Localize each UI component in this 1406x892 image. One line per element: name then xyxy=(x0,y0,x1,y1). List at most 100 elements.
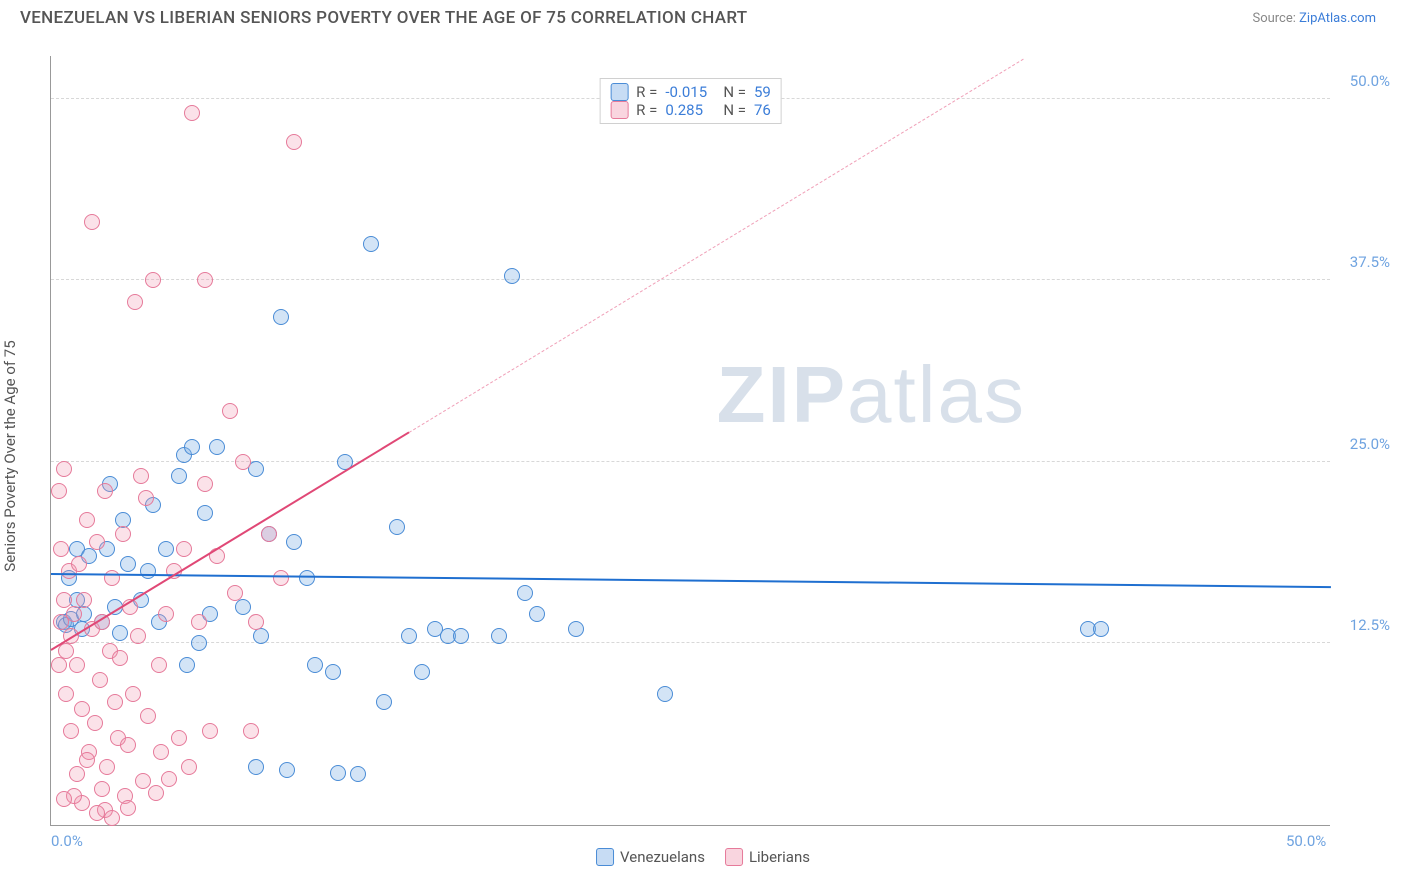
r-label: R = xyxy=(636,83,657,101)
data-point-liberians xyxy=(56,791,72,807)
data-point-venezuelans xyxy=(140,563,156,579)
data-point-liberians xyxy=(79,512,95,528)
data-point-liberians xyxy=(71,556,87,572)
legend-row: R =0.285N =76 xyxy=(610,101,771,119)
data-point-venezuelans xyxy=(414,664,430,680)
data-point-liberians xyxy=(97,483,113,499)
data-point-liberians xyxy=(171,730,187,746)
data-point-liberians xyxy=(120,800,136,816)
data-point-liberians xyxy=(89,805,105,821)
x-tick-label: 50.0% xyxy=(1286,832,1326,850)
data-point-venezuelans xyxy=(184,439,200,455)
data-point-venezuelans xyxy=(529,606,545,622)
data-point-liberians xyxy=(56,592,72,608)
data-point-liberians xyxy=(197,476,213,492)
data-point-venezuelans xyxy=(235,599,251,615)
data-point-liberians xyxy=(104,810,120,826)
data-point-venezuelans xyxy=(363,236,379,252)
n-label: N = xyxy=(723,101,746,119)
data-point-venezuelans xyxy=(325,664,341,680)
data-point-liberians xyxy=(87,715,103,731)
data-point-venezuelans xyxy=(330,765,346,781)
data-point-liberians xyxy=(273,570,289,586)
data-point-liberians xyxy=(92,672,108,688)
y-tick-label: 50.0% xyxy=(1350,72,1390,90)
data-point-venezuelans xyxy=(491,628,507,644)
data-point-liberians xyxy=(130,628,146,644)
data-point-liberians xyxy=(120,737,136,753)
data-point-liberians xyxy=(261,526,277,542)
data-point-liberians xyxy=(243,723,259,739)
source-attribution: Source: ZipAtlas.com xyxy=(1252,11,1376,26)
gridline xyxy=(51,642,1330,643)
plot-region: R =-0.015N =59R =0.285N =76 ZIPatlas 12.… xyxy=(50,56,1330,826)
data-point-venezuelans xyxy=(248,759,264,775)
legend-label: Venezuelans xyxy=(620,848,705,866)
series-legend: Venezuelans Liberians xyxy=(596,848,810,866)
data-point-liberians xyxy=(248,614,264,630)
data-point-venezuelans xyxy=(253,628,269,644)
data-point-liberians xyxy=(148,785,164,801)
data-point-liberians xyxy=(115,526,131,542)
legend-swatch xyxy=(610,83,628,101)
data-point-liberians xyxy=(107,694,123,710)
legend-swatch xyxy=(610,101,628,119)
data-point-liberians xyxy=(84,214,100,230)
data-point-venezuelans xyxy=(112,625,128,641)
data-point-venezuelans xyxy=(299,570,315,586)
data-point-venezuelans xyxy=(453,628,469,644)
data-point-liberians xyxy=(191,614,207,630)
r-value: -0.015 xyxy=(665,83,715,101)
data-point-venezuelans xyxy=(209,439,225,455)
source-link[interactable]: ZipAtlas.com xyxy=(1299,11,1376,26)
y-tick-label: 12.5% xyxy=(1350,616,1390,634)
data-point-liberians xyxy=(63,723,79,739)
data-point-liberians xyxy=(138,490,154,506)
chart-title: VENEZUELAN VS LIBERIAN SENIORS POVERTY O… xyxy=(20,8,747,28)
y-tick-label: 25.0% xyxy=(1350,435,1390,453)
data-point-venezuelans xyxy=(197,505,213,521)
data-point-liberians xyxy=(94,781,110,797)
legend-label: Liberians xyxy=(749,848,810,866)
data-point-liberians xyxy=(104,570,120,586)
data-point-venezuelans xyxy=(657,686,673,702)
data-point-liberians xyxy=(161,771,177,787)
y-axis-label: Seniors Poverty Over the Age of 75 xyxy=(1,340,19,571)
legend-row: R =-0.015N =59 xyxy=(610,83,771,101)
chart-area: Seniors Poverty Over the Age of 75 R = -0… xyxy=(0,36,1406,876)
data-point-liberians xyxy=(89,534,105,550)
data-point-venezuelans xyxy=(286,534,302,550)
data-point-liberians xyxy=(227,585,243,601)
gridline xyxy=(51,279,1330,280)
data-point-liberians xyxy=(125,686,141,702)
data-point-liberians xyxy=(235,454,251,470)
data-point-venezuelans xyxy=(517,585,533,601)
data-point-liberians xyxy=(58,686,74,702)
data-point-venezuelans xyxy=(401,628,417,644)
legend-item: Liberians xyxy=(725,848,810,866)
data-point-venezuelans xyxy=(179,657,195,673)
data-point-liberians xyxy=(158,606,174,622)
data-point-venezuelans xyxy=(279,762,295,778)
data-point-liberians xyxy=(176,541,192,557)
data-point-venezuelans xyxy=(389,519,405,535)
data-point-liberians xyxy=(74,701,90,717)
data-point-liberians xyxy=(69,657,85,673)
data-point-venezuelans xyxy=(120,556,136,572)
data-point-venezuelans xyxy=(504,268,520,284)
data-point-liberians xyxy=(181,759,197,775)
n-value: 59 xyxy=(754,83,771,101)
data-point-liberians xyxy=(53,541,69,557)
data-point-liberians xyxy=(184,105,200,121)
data-point-venezuelans xyxy=(350,766,366,782)
data-point-liberians xyxy=(76,592,92,608)
chart-header: VENEZUELAN VS LIBERIAN SENIORS POVERTY O… xyxy=(0,0,1406,36)
data-point-liberians xyxy=(222,403,238,419)
data-point-venezuelans xyxy=(273,309,289,325)
correlation-legend: R =-0.015N =59R =0.285N =76 xyxy=(599,78,782,124)
data-point-liberians xyxy=(112,650,128,666)
x-tick-label: 0.0% xyxy=(51,832,83,850)
r-value: 0.285 xyxy=(665,101,715,119)
data-point-liberians xyxy=(56,461,72,477)
data-point-liberians xyxy=(79,752,95,768)
